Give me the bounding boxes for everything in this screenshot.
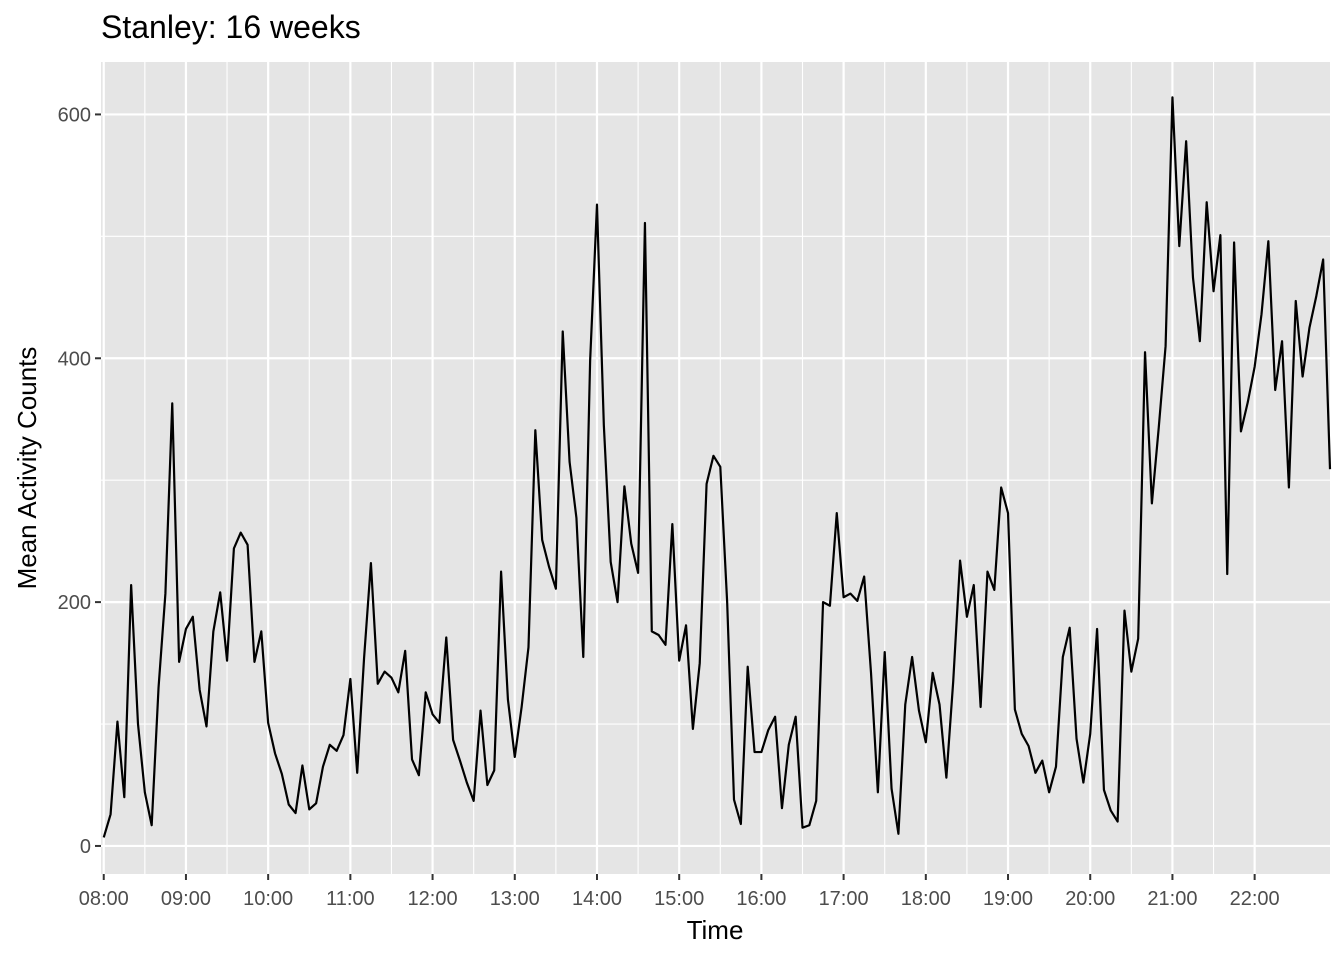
x-tick-label: 08:00 — [79, 888, 129, 910]
y-tick-label: 0 — [80, 836, 91, 858]
y-axis-title: Mean Activity Counts — [12, 347, 42, 590]
y-tick-label: 400 — [58, 348, 91, 370]
x-tick-label: 15:00 — [654, 888, 704, 910]
x-tick-label: 20:00 — [1065, 888, 1115, 910]
minor-gridlines — [101, 62, 1330, 874]
x-axis: 08:00 09:00 10:00 11:00 12:00 13:00 14:00 15:00… — [79, 874, 1280, 910]
x-tick-label: 10:00 — [243, 888, 293, 910]
x-tick-label: 18:00 — [901, 888, 951, 910]
x-tick-label: 11:00 — [326, 888, 375, 910]
x-tick-label: 17:00 — [819, 888, 869, 910]
chart-title: Stanley: 16 weeks — [101, 9, 361, 45]
x-tick-label: 14:00 — [572, 888, 622, 910]
x-tick-label: 21:00 — [1147, 888, 1197, 910]
x-axis-title: Time — [687, 915, 744, 945]
x-tick-label: 19:00 — [983, 888, 1033, 910]
y-tick-label: 600 — [58, 104, 91, 126]
x-tick-label: 12:00 — [408, 888, 458, 910]
y-axis: 0 200 400 600 — [58, 104, 101, 858]
x-tick-label: 13:00 — [490, 888, 540, 910]
x-tick-label: 09:00 — [161, 888, 211, 910]
x-tick-label: 22:00 — [1230, 888, 1280, 910]
x-tick-label: 16:00 — [736, 888, 786, 910]
major-gridlines — [101, 62, 1330, 874]
series-line — [102, 96, 1332, 838]
y-tick-label: 200 — [58, 592, 91, 614]
plot-panel — [101, 62, 1330, 874]
